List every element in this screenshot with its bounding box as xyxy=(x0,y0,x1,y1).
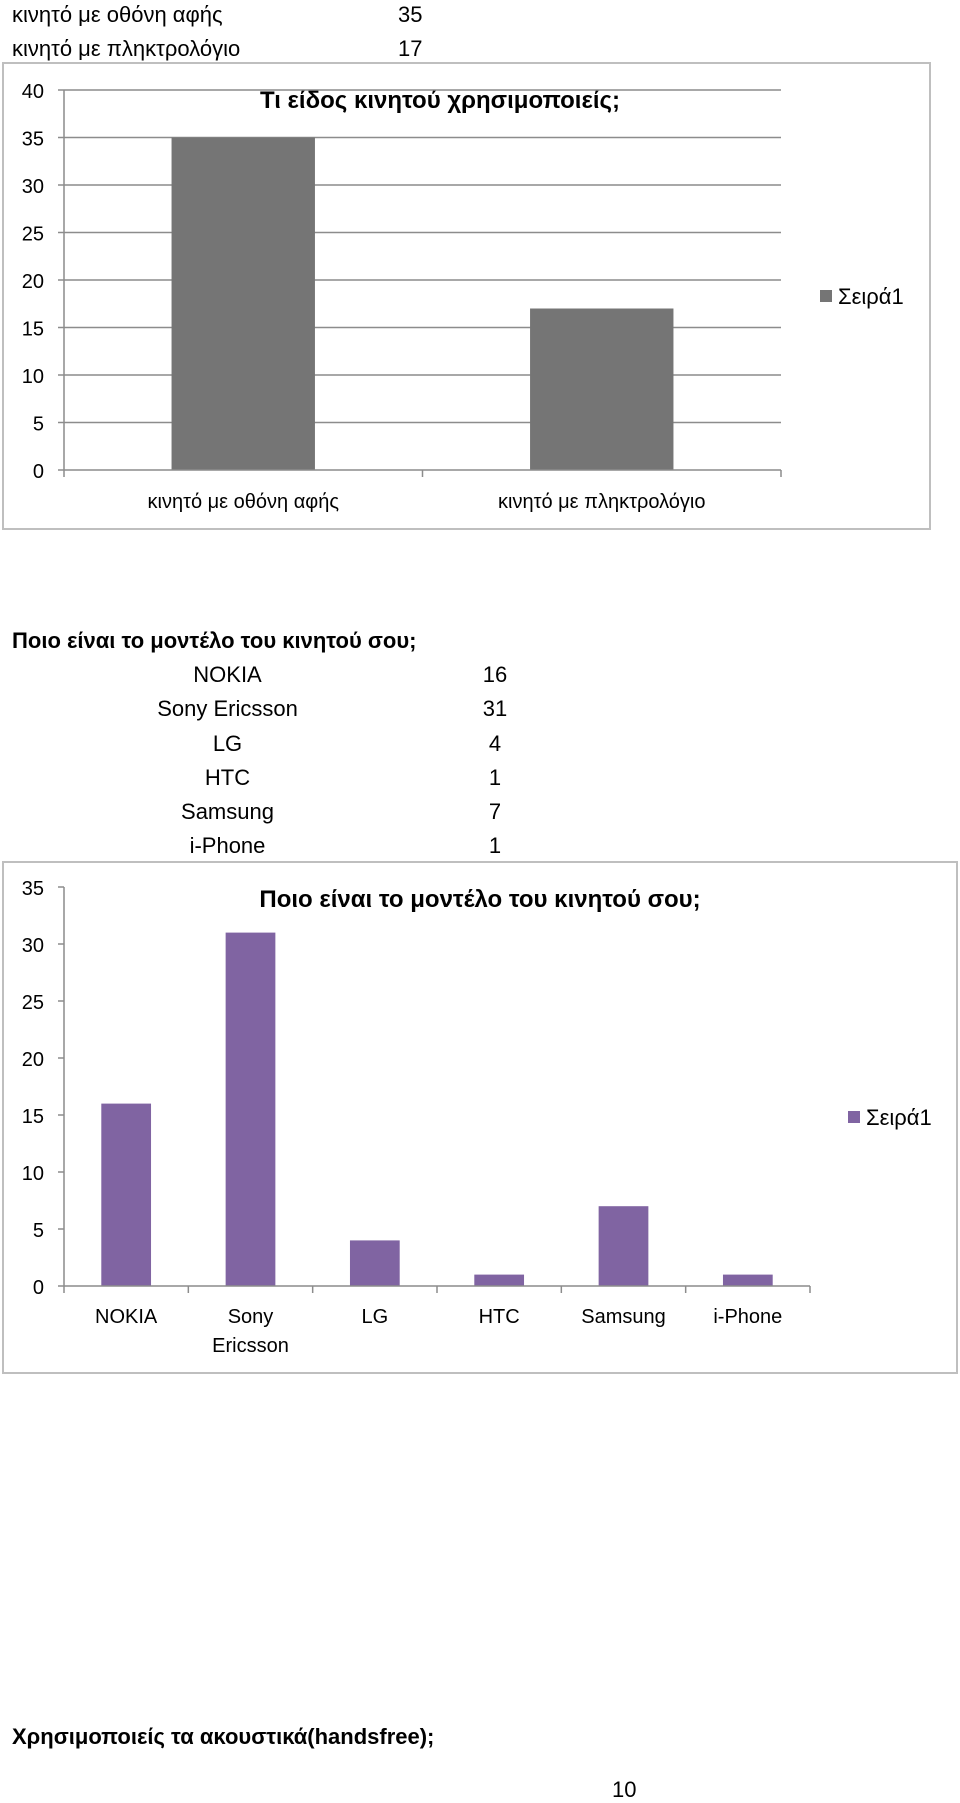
model-row-value: 7 xyxy=(488,799,502,824)
y-tick-label: 10 xyxy=(22,1163,44,1185)
y-tick-label: 25 xyxy=(22,992,44,1014)
bar-κινητό-με-πληκτρολόγιο xyxy=(530,308,674,470)
y-tick-label: 10 xyxy=(22,366,44,388)
y-tick-label: 40 xyxy=(22,81,44,103)
y-tick-label: 0 xyxy=(33,461,44,483)
y-tick-label: 20 xyxy=(22,1049,44,1071)
x-tick-label: LG xyxy=(361,1306,388,1328)
bar-htc xyxy=(474,1274,525,1286)
x-tick-label: Samsung xyxy=(581,1306,666,1328)
phone-type-chart-title: Τι είδος κινητού χρησιμοποιείς; xyxy=(260,87,620,114)
phone-type-legend-swatch xyxy=(820,290,832,302)
model-legend-label: Σειρά1 xyxy=(866,1105,932,1130)
phone-type-legend-label: Σειρά1 xyxy=(838,284,904,309)
top-table-row-touch-value: 35 xyxy=(398,2,423,27)
model-row-value: 1 xyxy=(488,765,502,790)
y-tick-label: 20 xyxy=(22,271,44,293)
x-tick-label: i-Phone xyxy=(713,1306,782,1328)
bar-i-phone xyxy=(722,1274,773,1286)
y-tick-label: 35 xyxy=(22,129,44,151)
model-row-value: 1 xyxy=(488,833,502,858)
model-chart-frame xyxy=(2,861,958,1374)
y-tick-label: 35 xyxy=(22,878,44,900)
bar-nokia xyxy=(101,1103,152,1286)
page-number: 10 xyxy=(612,1777,637,1802)
model-row-value: 4 xyxy=(488,731,502,756)
bar-lg xyxy=(349,1240,400,1286)
y-tick-label: 30 xyxy=(22,176,44,198)
bar-κινητό-με-οθόνη-αφής xyxy=(171,137,315,470)
top-table-row-keyboard-label: κινητό με πληκτρολόγιο xyxy=(12,36,241,61)
x-tick-label: κινητό με οθόνη αφής xyxy=(148,491,340,513)
x-tick-label: κινητό με πληκτρολόγιο xyxy=(498,491,705,513)
model-row-value: 31 xyxy=(482,696,508,721)
model-row-label: NOKIA xyxy=(193,662,262,687)
x-tick-label: NOKIA xyxy=(95,1306,158,1328)
bar-samsung xyxy=(598,1206,649,1286)
y-tick-label: 0 xyxy=(33,1277,44,1299)
y-tick-label: 15 xyxy=(22,1106,44,1128)
x-tick-label: Sony xyxy=(228,1306,274,1328)
model-legend-swatch xyxy=(848,1111,860,1123)
phone-type-chart: Τι είδος κινητού χρησιμοποιείς; 0 5 10 15 20… xyxy=(22,81,904,513)
y-tick-label: 25 xyxy=(22,224,44,246)
model-chart-title: Ποιο είναι το μοντέλο του κινητού σου; xyxy=(259,886,700,913)
model-row-label: i-Phone xyxy=(189,833,266,858)
model-row-label: Sony Ericsson xyxy=(157,696,298,721)
x-tick-label: HTC xyxy=(479,1306,520,1328)
y-tick-label: 5 xyxy=(33,1220,44,1242)
bar-sony-ericsson xyxy=(225,932,276,1286)
model-row-label: Samsung xyxy=(181,799,274,824)
phone-type-chart-frame xyxy=(2,62,931,530)
model-row-value: 16 xyxy=(482,662,508,687)
x-tick-label: Ericsson xyxy=(212,1335,289,1357)
model-row-label: HTC xyxy=(204,765,251,790)
model-row-label: LG xyxy=(212,731,243,756)
y-tick-label: 15 xyxy=(22,319,44,341)
model-section-heading: Ποιο είναι το μοντέλο του κινητού σου; xyxy=(12,628,417,653)
y-tick-label: 30 xyxy=(22,935,44,957)
top-table-row-touch-label: κινητό με οθόνη αφής xyxy=(12,2,223,27)
y-tick-label: 5 xyxy=(33,414,44,436)
model-chart: Ποιο είναι το μοντέλο του κινητού σου; 0… xyxy=(22,878,932,1357)
handsfree-question: Χρησιμοποιείς τα ακουστικά(handsfree); xyxy=(12,1724,435,1749)
top-table-row-keyboard-value: 17 xyxy=(398,36,423,61)
